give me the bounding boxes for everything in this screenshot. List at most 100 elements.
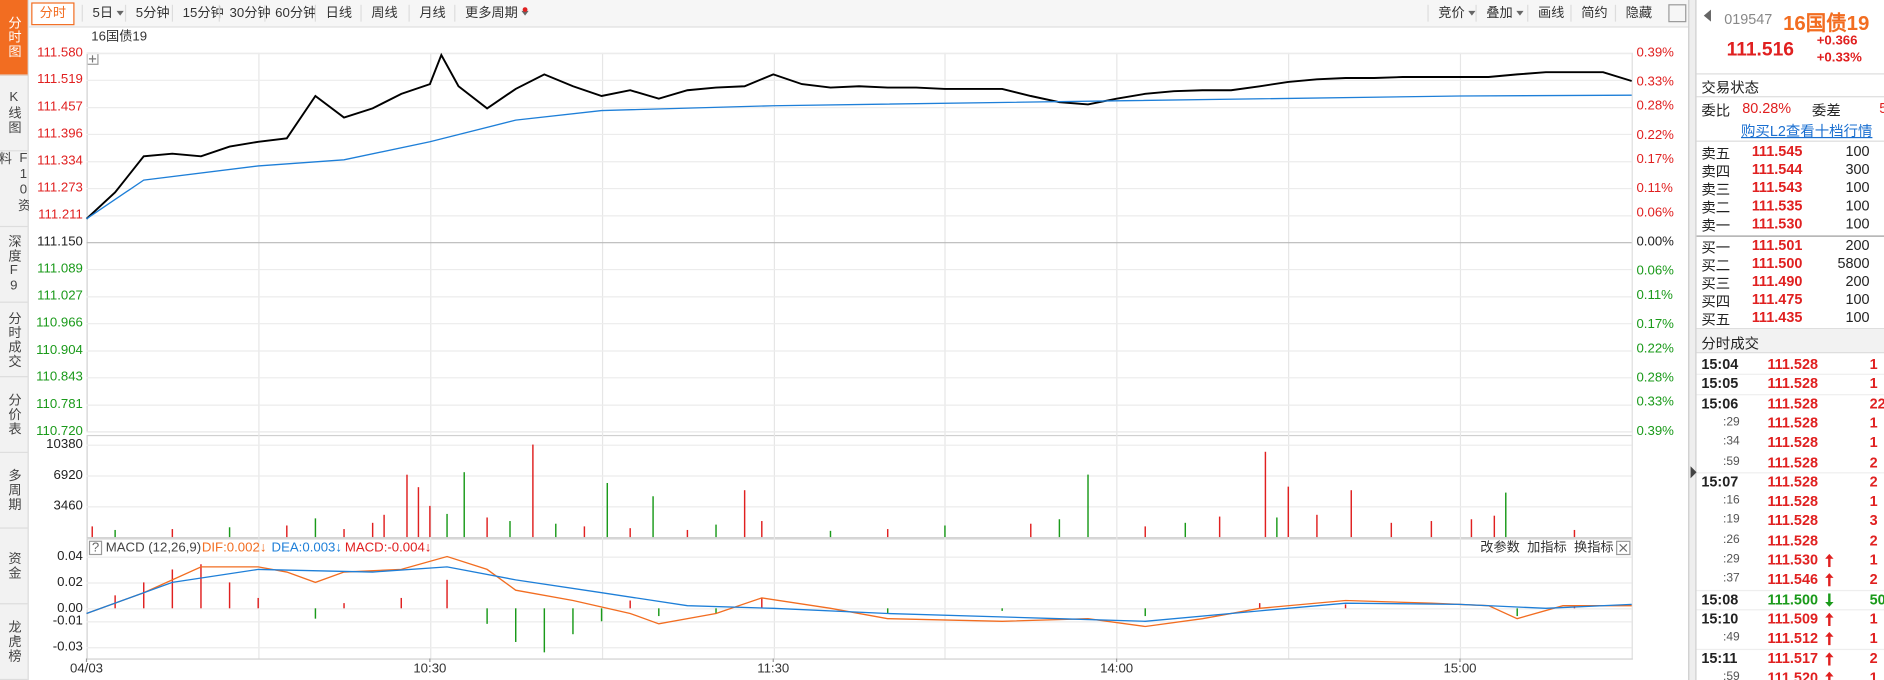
side-tab[interactable]: K线图: [0, 76, 28, 152]
y2-tick-label: 0.33%: [1636, 394, 1674, 409]
period-button[interactable]: 更多周期: [457, 2, 538, 25]
volume-bar: [1390, 522, 1393, 538]
volume-bar: [1287, 486, 1290, 538]
macd-bar: [257, 597, 259, 609]
y-tick-label: 111.457: [37, 98, 83, 113]
arrow-icon: [1825, 651, 1834, 666]
name: 16国债19: [1783, 12, 1870, 35]
tool-button[interactable]: 画线: [1537, 6, 1565, 21]
trades-header: [1696, 329, 1884, 353]
book-price: 111.544: [1751, 161, 1803, 178]
macd-bar: [1258, 603, 1261, 609]
period-button[interactable]: 30分钟: [229, 6, 271, 21]
toolbar-separator: [408, 4, 410, 22]
volume-bar: [114, 529, 116, 538]
fullscreen-icon[interactable]: [1668, 4, 1687, 23]
notice-dot: [522, 7, 528, 13]
y-tick-label: 111.089: [37, 260, 83, 275]
side-tab[interactable]: 分时图: [0, 0, 28, 76]
volume-bar: [91, 526, 93, 538]
trade-price: 111.509: [1767, 610, 1818, 628]
ratio-label: 委比: [1701, 102, 1731, 119]
book-price: 111.501: [1751, 236, 1803, 254]
macd-bar: [761, 597, 763, 609]
trade-price: 111.520: [1767, 669, 1818, 680]
trade-price: 111.500: [1767, 590, 1818, 608]
volume-bar: [383, 514, 385, 538]
book-volume: 200: [1845, 272, 1870, 290]
side-tab[interactable]: 分价表: [0, 378, 28, 454]
trade-price: 111.528: [1767, 433, 1818, 451]
volume-bar: [509, 521, 511, 538]
side-tab[interactable]: 多周期: [0, 453, 28, 529]
trade-price: 111.528: [1767, 453, 1818, 471]
side-tab[interactable]: 龙虎榜: [0, 605, 28, 680]
y-tick-label: 111.580: [37, 44, 83, 59]
side-tab[interactable]: F10资料: [0, 151, 31, 227]
y2-tick-label: 0.33%: [1636, 73, 1674, 88]
macd-bar: [343, 603, 345, 609]
back-arrow[interactable]: [1703, 9, 1711, 22]
l2-link[interactable]: 购买L2查看十档行情: [1741, 122, 1873, 140]
toolbar-separator: [218, 4, 220, 22]
y2-tick-label: 0.06%: [1636, 204, 1674, 219]
separator: [1696, 589, 1884, 591]
book-price: 111.500: [1751, 254, 1803, 272]
book-volume: 200: [1845, 236, 1870, 254]
toolbar-separator: [1614, 4, 1617, 22]
side-tab[interactable]: 深度F9: [0, 227, 28, 303]
period-button[interactable]: 5分钟: [135, 6, 170, 21]
tool-button[interactable]: 叠加: [1478, 2, 1532, 25]
trade-volume: 1: [1869, 492, 1878, 510]
trade-time: :59: [1722, 454, 1740, 468]
macd-bar: [515, 608, 517, 642]
macd-bar: [715, 608, 717, 614]
macd-bar: [446, 579, 448, 609]
side-tab[interactable]: 分时成交: [0, 302, 28, 378]
panel-divider[interactable]: [1688, 0, 1697, 680]
indicator-button[interactable]: 改参数: [1480, 538, 1520, 554]
y-tick-label: -0.03: [53, 639, 83, 654]
book-volume: 100: [1845, 215, 1870, 232]
tool-button[interactable]: 隐藏: [1625, 6, 1653, 21]
help-icon: [88, 540, 103, 556]
book-label: 卖三: [1701, 181, 1731, 199]
separator: [1696, 73, 1884, 75]
ratio: 80.28%: [1742, 99, 1792, 117]
trade-arrow: [1825, 573, 1834, 587]
trade-volume: 2: [1869, 473, 1878, 490]
tool-button[interactable]: 简约: [1581, 6, 1608, 21]
tool-button[interactable]: 竞价: [1430, 2, 1484, 25]
period-button[interactable]: 60分钟: [275, 6, 317, 21]
volume-bar: [1184, 522, 1187, 538]
arrow-shape: [1825, 593, 1834, 607]
volume-bar: [944, 525, 946, 538]
macd-bar: [1144, 608, 1146, 617]
book-label: 买四: [1701, 293, 1731, 310]
toolbar-separator: [1475, 4, 1477, 22]
book-label: 买二: [1701, 257, 1731, 274]
trade-volume: 1: [1869, 375, 1878, 393]
period-button[interactable]: 周线: [371, 6, 398, 21]
trade-time: :49: [1722, 631, 1740, 645]
indicator-button[interactable]: 换指标: [1574, 539, 1614, 554]
y2-tick-label: 0.28%: [1636, 369, 1674, 384]
volume-bar: [1350, 490, 1352, 538]
y2-tick-label: 0.22%: [1636, 127, 1674, 142]
y-tick-label: 111.334: [37, 153, 83, 168]
volume-bar: [1316, 514, 1318, 538]
period-button[interactable]: 月线: [419, 6, 446, 21]
side-tab[interactable]: 资金: [0, 529, 28, 605]
period-button[interactable]: 15分钟: [182, 6, 224, 21]
period-button[interactable]: 5日: [84, 2, 132, 25]
indicator-button[interactable]: 加指标: [1527, 539, 1567, 554]
trade-arrow: [1825, 671, 1834, 680]
period-button[interactable]: 分时: [31, 2, 75, 26]
toolbar-separator: [264, 4, 266, 22]
separator: [1696, 96, 1884, 98]
trade-volume: 1: [1869, 433, 1878, 451]
book-price: 111.475: [1751, 290, 1803, 308]
toolbar-separator: [314, 4, 317, 22]
y-tick-label: 110.720: [36, 423, 83, 438]
period-button[interactable]: 日线: [325, 6, 353, 21]
